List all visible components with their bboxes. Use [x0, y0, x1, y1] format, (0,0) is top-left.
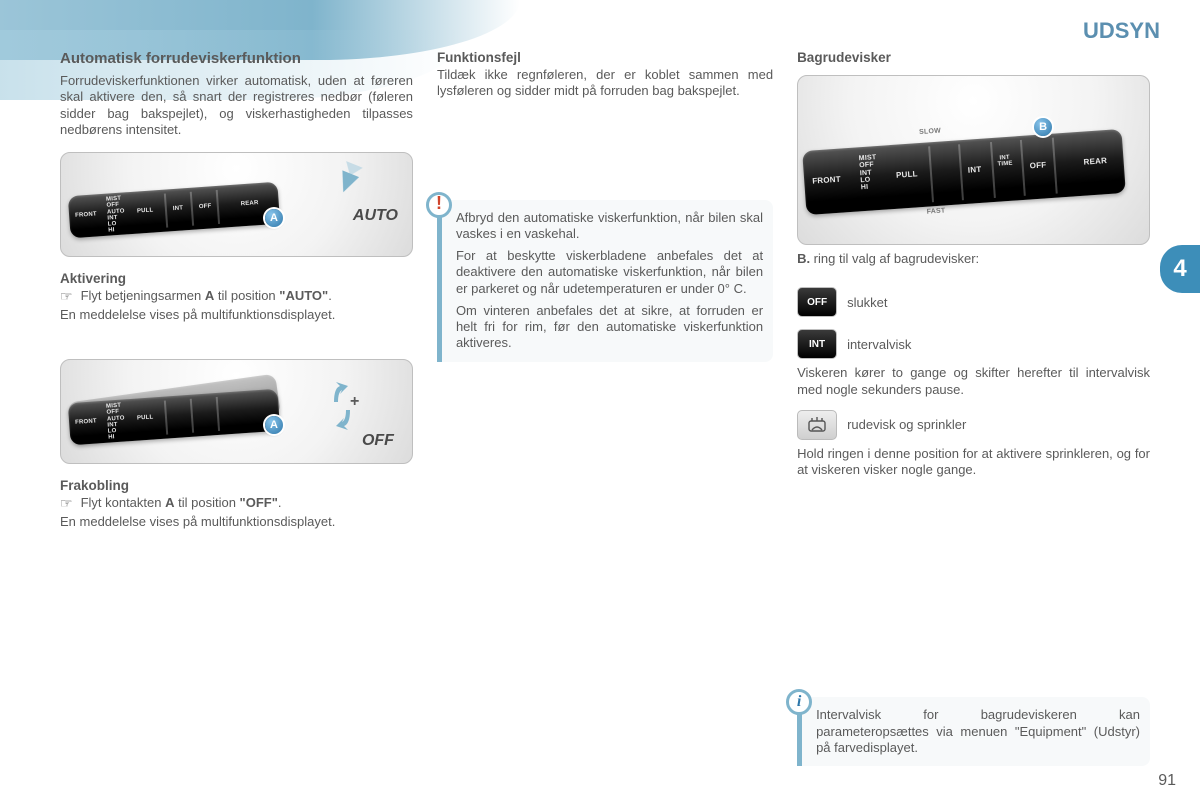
bullet-activation-text: Flyt betjeningsarmen A til position "AUT…	[81, 288, 332, 305]
page-title: UDSYN	[1083, 18, 1160, 44]
mode-label-off: slukket	[847, 295, 887, 310]
heading-deactivation: Frakobling	[60, 478, 413, 493]
column-left: Automatisk forrudeviskerfunktion Forrude…	[60, 50, 413, 770]
marker-a-icon: A	[265, 209, 283, 227]
mode-row-off: OFF slukket	[797, 287, 1150, 317]
stalk-label-rear: REAR	[241, 200, 259, 208]
column-middle: Funktionsfejl Tildæk ikke regnføleren, d…	[437, 50, 773, 770]
heading-activation: Aktivering	[60, 271, 413, 286]
text-wash-desc: Hold ringen i denne position for at akti…	[797, 446, 1150, 479]
text-interval-desc: Viskeren kører to gange og skifter heref…	[797, 365, 1150, 398]
svg-text:+: +	[350, 393, 359, 410]
warning-note: ! Afbryd den automatiske viskerfunktion,…	[437, 200, 773, 362]
stalk-label-slow: SLOW	[919, 128, 941, 137]
stalk-label-int-time: INT TIME	[997, 155, 1013, 169]
warning-text-1: Afbryd den automatiske viskerfunktion, n…	[456, 210, 763, 243]
intro-auto-wiper: Forrudeviskerfunktionen virker automatis…	[60, 73, 413, 138]
warning-icon: !	[426, 192, 452, 218]
mode-row-int: INT intervalvisk	[797, 329, 1150, 359]
page-content: Automatisk forrudeviskerfunktion Forrude…	[60, 50, 1150, 770]
wash-mode-icon	[797, 410, 837, 440]
mode-label-wash: rudevisk og sprinkler	[847, 417, 966, 432]
figure-mode-label-off: OFF	[362, 432, 394, 450]
warning-text-3: Om vinteren anbefales det at sikre, at f…	[456, 303, 763, 352]
stalk-label-int: INT	[173, 205, 184, 212]
marker-a-icon: A	[265, 416, 283, 434]
stalk-label-front: FRONT	[75, 211, 97, 219]
mode-label-int: intervalvisk	[847, 337, 911, 352]
int-mode-icon: INT	[797, 329, 837, 359]
stalk-label-pull: PULL	[896, 170, 918, 180]
mode-row-wash: rudevisk og sprinkler	[797, 410, 1150, 440]
bullet-deactivation-text: Flyt kontakten A til position "OFF".	[81, 495, 282, 512]
info-note: i Intervalvisk for bagrudeviskeren kan p…	[797, 697, 1150, 766]
pointing-hand-icon: ☞	[60, 288, 73, 305]
pointing-hand-icon: ☞	[60, 495, 73, 512]
off-mode-icon: OFF	[797, 287, 837, 317]
stalk-label-pull: PULL	[137, 207, 154, 214]
heading-rear-wiper: Bagrudevisker	[797, 50, 1150, 65]
arrow-down-icon	[335, 170, 359, 195]
stalk-label-modes: MIST OFF INT LO HI	[859, 154, 879, 192]
figure-stalk-auto: FRONT MIST OFF AUTO INT LO HI PULL INT O…	[60, 152, 413, 257]
column-right: Bagrudevisker FRONT MIST OFF INT LO HI P…	[797, 50, 1150, 770]
figure-mode-label-auto: AUTO	[353, 207, 398, 225]
figure-stalk-off: FRONT MIST OFF AUTO INT LO HI PULL A + O…	[60, 359, 413, 464]
arrow-up-down-icon: +	[322, 382, 362, 432]
stalk-label-off: OFF	[199, 203, 212, 210]
stalk-label-rear: REAR	[1083, 157, 1107, 167]
text-deactivation-result: En meddelelse vises på multifunktionsdis…	[60, 514, 413, 530]
bullet-activation: ☞ Flyt betjeningsarmen A til position "A…	[60, 288, 413, 305]
caption-ring-b: B. ring til valg af bagrudevisker:	[797, 251, 1150, 267]
info-icon: i	[786, 689, 812, 715]
text-activation-result: En meddelelse vises på multifunktionsdis…	[60, 307, 413, 323]
marker-b-icon: B	[1034, 118, 1052, 136]
stalk-label-int: INT	[968, 166, 982, 175]
stalk-label-fast: FAST	[927, 207, 946, 216]
chapter-tab: 4	[1160, 245, 1200, 293]
stalk-label-front: FRONT	[812, 176, 841, 186]
text-malfunction-intro: Tildæk ikke regnføleren, der er koblet s…	[437, 67, 773, 100]
heading-malfunction: Funktionsfejl	[437, 50, 773, 65]
figure-rear-wiper-stalk: FRONT MIST OFF INT LO HI PULL SLOW FAST …	[797, 75, 1150, 245]
heading-auto-wiper: Automatisk forrudeviskerfunktion	[60, 50, 413, 67]
page-number: 91	[1158, 772, 1176, 790]
warning-text-2: For at beskytte viskerbladene anbefales …	[456, 248, 763, 297]
bullet-deactivation: ☞ Flyt kontakten A til position "OFF".	[60, 495, 413, 512]
stalk-label-modes: MIST OFF AUTO INT LO HI	[106, 195, 126, 234]
stalk-label-off: OFF	[1030, 161, 1047, 171]
info-text: Intervalvisk for bagrudeviskeren kan par…	[816, 707, 1140, 756]
